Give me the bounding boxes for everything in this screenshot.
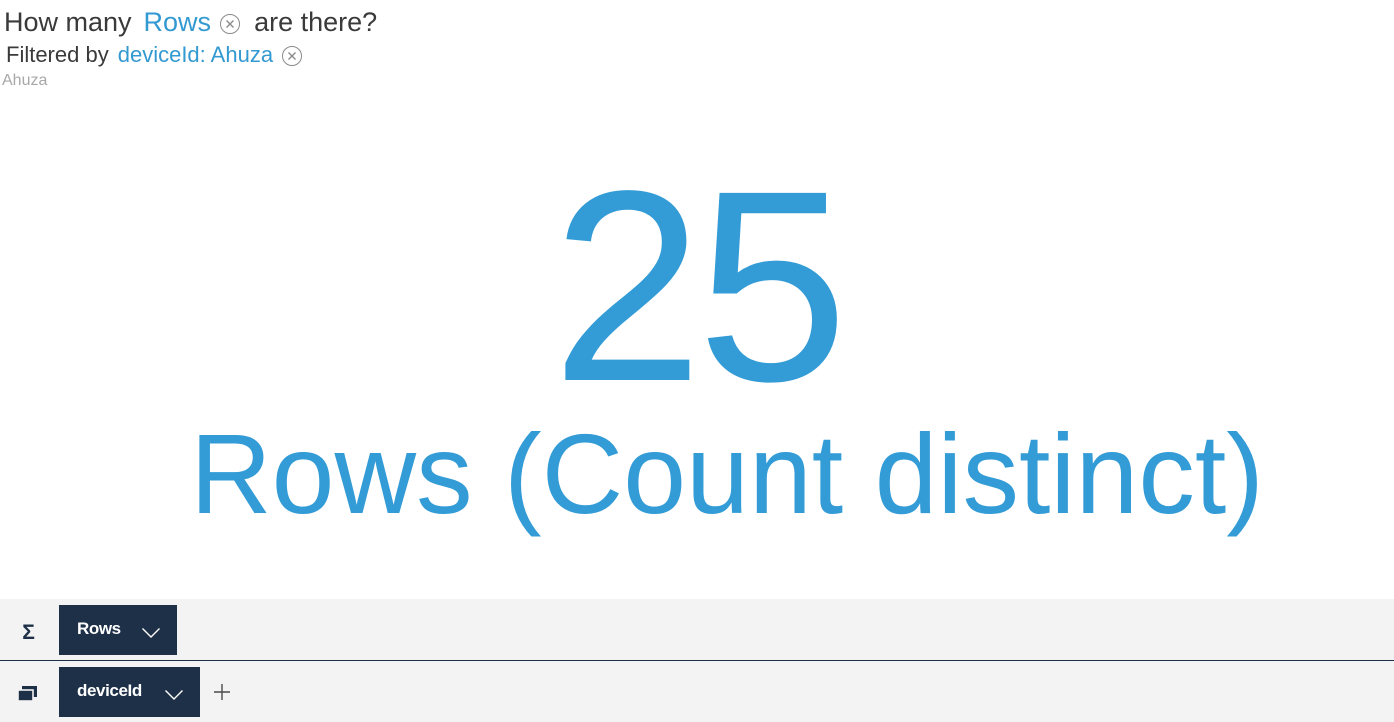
filter-prefix: Filtered by xyxy=(6,42,109,67)
kpi-label: Rows (Count distinct) xyxy=(190,411,1264,537)
plus-icon xyxy=(214,683,230,700)
rows-chip-label: Rows xyxy=(77,618,121,638)
chevron-down-icon[interactable] xyxy=(164,689,184,701)
shelf-divider xyxy=(0,660,1394,661)
sigma-icon: Σ xyxy=(0,615,59,645)
question-prefix: How many xyxy=(4,6,132,37)
remove-filter-icon[interactable] xyxy=(282,46,303,66)
rows-chip[interactable]: Rows xyxy=(59,604,177,655)
group-shelf: deviceId xyxy=(0,661,1394,722)
chevron-down-icon[interactable] xyxy=(141,627,161,639)
question-line: How many Rows are there? xyxy=(4,4,1384,40)
kpi-value: 25 xyxy=(551,134,849,438)
measure-link[interactable]: Rows xyxy=(143,6,212,37)
add-group-button[interactable] xyxy=(210,680,234,704)
header: How many Rows are there? Filtered by dev… xyxy=(2,4,1384,90)
deviceid-chip[interactable]: deviceId xyxy=(59,666,200,717)
sigma-glyph: Σ xyxy=(22,620,35,644)
group-by-icon xyxy=(0,681,59,703)
question-suffix: are there? xyxy=(254,6,378,37)
subtitle: Ahuza xyxy=(2,72,48,89)
measure-shelf: Σ Rows xyxy=(0,599,1394,660)
remove-measure-icon[interactable] xyxy=(220,13,241,34)
deviceid-chip-label: deviceId xyxy=(77,680,142,700)
filter-link[interactable]: deviceId: Ahuza xyxy=(117,42,274,67)
filter-line: Filtered by deviceId: Ahuza xyxy=(6,40,1384,70)
